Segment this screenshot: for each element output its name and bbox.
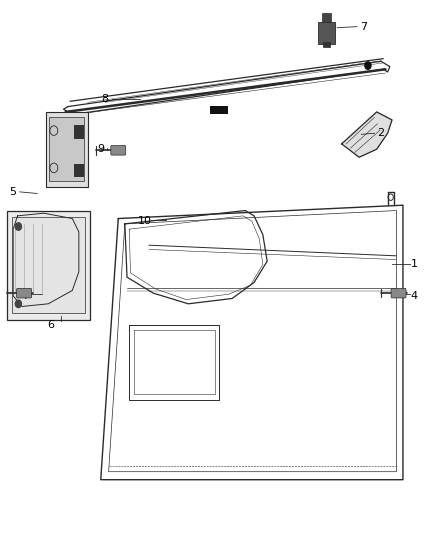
- Bar: [7, 211, 90, 320]
- Bar: [74, 125, 84, 139]
- Bar: [318, 22, 335, 44]
- FancyBboxPatch shape: [391, 288, 406, 298]
- FancyBboxPatch shape: [111, 146, 126, 155]
- Text: 4: 4: [21, 291, 28, 301]
- Bar: [74, 164, 84, 177]
- Text: 5: 5: [10, 187, 17, 197]
- Bar: [323, 42, 330, 47]
- Bar: [49, 117, 84, 181]
- Polygon shape: [13, 213, 79, 306]
- Text: 10: 10: [138, 216, 152, 226]
- Text: 4: 4: [410, 291, 417, 301]
- Bar: [210, 106, 228, 114]
- Circle shape: [15, 300, 21, 308]
- Text: 8: 8: [102, 94, 109, 103]
- Circle shape: [15, 223, 21, 230]
- Bar: [322, 13, 331, 22]
- Text: 7: 7: [360, 22, 367, 31]
- Polygon shape: [342, 112, 392, 157]
- Text: 1: 1: [410, 259, 417, 269]
- Text: 2: 2: [378, 128, 385, 138]
- FancyBboxPatch shape: [17, 288, 32, 298]
- Text: 6: 6: [47, 320, 54, 330]
- Text: 9: 9: [97, 144, 104, 154]
- Bar: [12, 217, 85, 313]
- Circle shape: [365, 62, 371, 69]
- Bar: [46, 112, 88, 187]
